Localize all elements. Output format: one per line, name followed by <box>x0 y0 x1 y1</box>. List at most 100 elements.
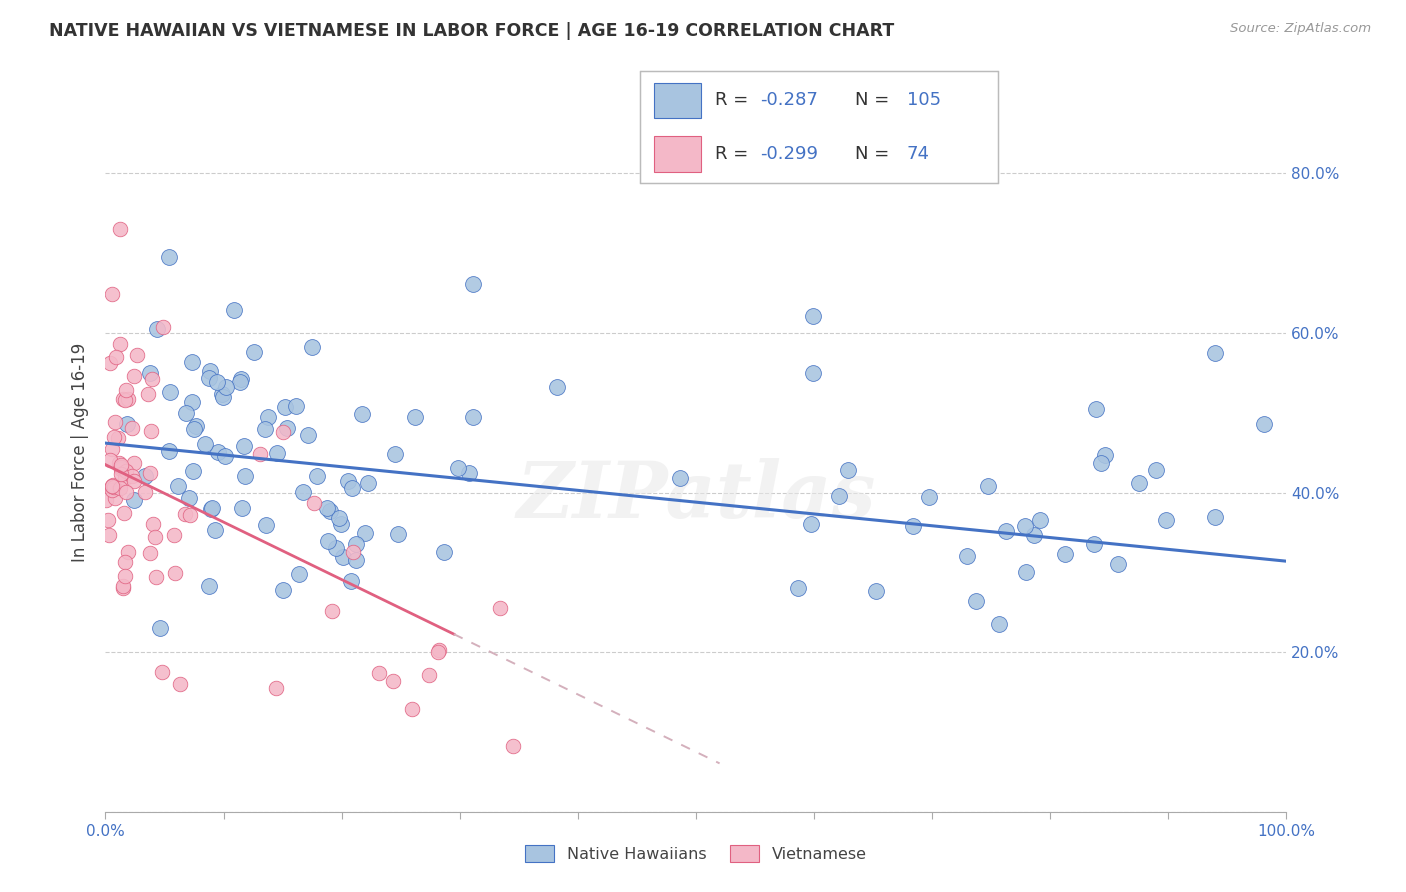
Point <box>96 492 118 507</box>
Point <box>301 339 323 353</box>
Point <box>212 390 235 404</box>
Point <box>121 469 143 483</box>
Point <box>1094 448 1116 462</box>
Point <box>288 566 311 581</box>
Point <box>112 581 135 595</box>
Point <box>159 384 181 399</box>
Point <box>215 379 238 393</box>
Point <box>292 485 315 500</box>
Point <box>669 471 692 485</box>
Point <box>115 383 138 397</box>
Point <box>152 319 174 334</box>
Point <box>800 516 823 531</box>
Point <box>100 483 122 498</box>
Point <box>117 417 139 431</box>
Text: N =: N = <box>855 91 894 110</box>
Point <box>110 481 132 495</box>
Point <box>108 456 131 470</box>
Point <box>207 445 229 459</box>
Point <box>427 643 450 657</box>
Point <box>112 392 135 406</box>
Point <box>387 527 409 541</box>
Point <box>305 469 328 483</box>
Point <box>918 490 941 504</box>
Point <box>352 407 374 421</box>
Text: ZIPatlas: ZIPatlas <box>516 458 876 534</box>
Point <box>122 369 145 384</box>
Point <box>110 460 132 475</box>
Point <box>956 549 979 563</box>
Point <box>433 545 456 559</box>
Point <box>337 475 360 489</box>
Point <box>163 528 186 542</box>
Point <box>316 501 339 516</box>
Point <box>136 387 159 401</box>
Point <box>110 337 132 351</box>
Point <box>1204 510 1226 524</box>
Point <box>104 491 127 505</box>
Point <box>284 399 307 413</box>
Point <box>266 446 288 460</box>
Point <box>427 645 450 659</box>
Point <box>271 582 294 597</box>
Point <box>169 676 191 690</box>
FancyBboxPatch shape <box>654 83 700 119</box>
Point <box>114 569 136 583</box>
Point <box>98 356 121 370</box>
Point <box>1090 456 1112 470</box>
Point <box>114 471 136 485</box>
Point <box>257 410 280 425</box>
Point <box>332 549 354 564</box>
Point <box>502 739 524 753</box>
Point <box>325 541 347 556</box>
Y-axis label: In Labor Force | Age 16-19: In Labor Force | Age 16-19 <box>72 343 90 562</box>
Point <box>97 513 120 527</box>
Point <box>143 530 166 544</box>
Point <box>329 516 352 531</box>
Point <box>404 409 426 424</box>
Point <box>340 481 363 495</box>
Point <box>114 555 136 569</box>
Point <box>181 464 204 478</box>
Point <box>1054 547 1077 561</box>
Point <box>97 528 120 542</box>
Point <box>150 665 173 679</box>
Point <box>101 286 124 301</box>
Point <box>134 485 156 500</box>
Point <box>101 478 124 492</box>
Text: N =: N = <box>855 145 894 163</box>
Point <box>211 387 233 401</box>
Point <box>254 518 277 533</box>
Point <box>837 463 859 477</box>
Point <box>117 392 139 407</box>
Point <box>463 277 485 292</box>
Point <box>122 456 145 470</box>
Point <box>141 517 163 532</box>
Point <box>98 452 121 467</box>
Point <box>1107 557 1129 571</box>
Point <box>1253 417 1275 431</box>
Point <box>354 525 377 540</box>
Point <box>145 570 167 584</box>
Point <box>108 222 131 236</box>
Point <box>125 348 148 362</box>
Point <box>179 508 201 523</box>
Point <box>457 466 479 480</box>
Text: 74: 74 <box>907 145 929 163</box>
Point <box>112 578 135 592</box>
Point <box>1014 565 1036 579</box>
Point <box>381 673 404 688</box>
Point <box>139 546 162 560</box>
FancyBboxPatch shape <box>654 136 700 171</box>
Point <box>163 566 186 581</box>
Point <box>232 439 254 453</box>
Point <box>157 444 180 458</box>
Point <box>122 493 145 508</box>
Point <box>321 604 343 618</box>
Point <box>101 479 124 493</box>
Point <box>243 344 266 359</box>
Point <box>103 430 125 444</box>
Point <box>401 702 423 716</box>
Point <box>231 501 253 516</box>
Point <box>184 419 207 434</box>
